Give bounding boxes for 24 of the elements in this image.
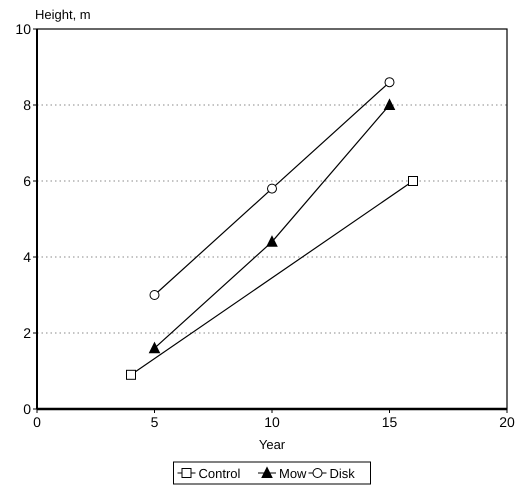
y-tick-label: 4 <box>23 249 32 265</box>
legend-label: Control <box>198 466 241 481</box>
x-tick-label: 0 <box>33 414 42 430</box>
y-axis-title: Height, m <box>35 7 91 22</box>
y-tick-label: 8 <box>23 97 32 113</box>
point <box>384 99 395 110</box>
point <box>266 236 278 247</box>
legend-label: Disk <box>330 466 356 481</box>
x-tick-label: 15 <box>382 414 398 430</box>
y-tick-label: 2 <box>23 325 32 341</box>
point <box>267 184 277 194</box>
point <box>384 77 394 88</box>
legend-label: Mow <box>279 466 308 481</box>
y-tick-label: 10 <box>15 21 32 37</box>
y-tick-label: 6 <box>23 173 32 189</box>
x-tick-label: 5 <box>150 414 159 430</box>
point <box>408 176 418 186</box>
x-tick-label: 20 <box>499 414 515 430</box>
point <box>150 290 160 300</box>
y-tick-label: 0 <box>23 401 32 417</box>
x-axis-title: Year <box>258 437 286 452</box>
point <box>149 342 160 354</box>
point <box>126 370 136 380</box>
x-tick-label: 10 <box>264 414 280 430</box>
